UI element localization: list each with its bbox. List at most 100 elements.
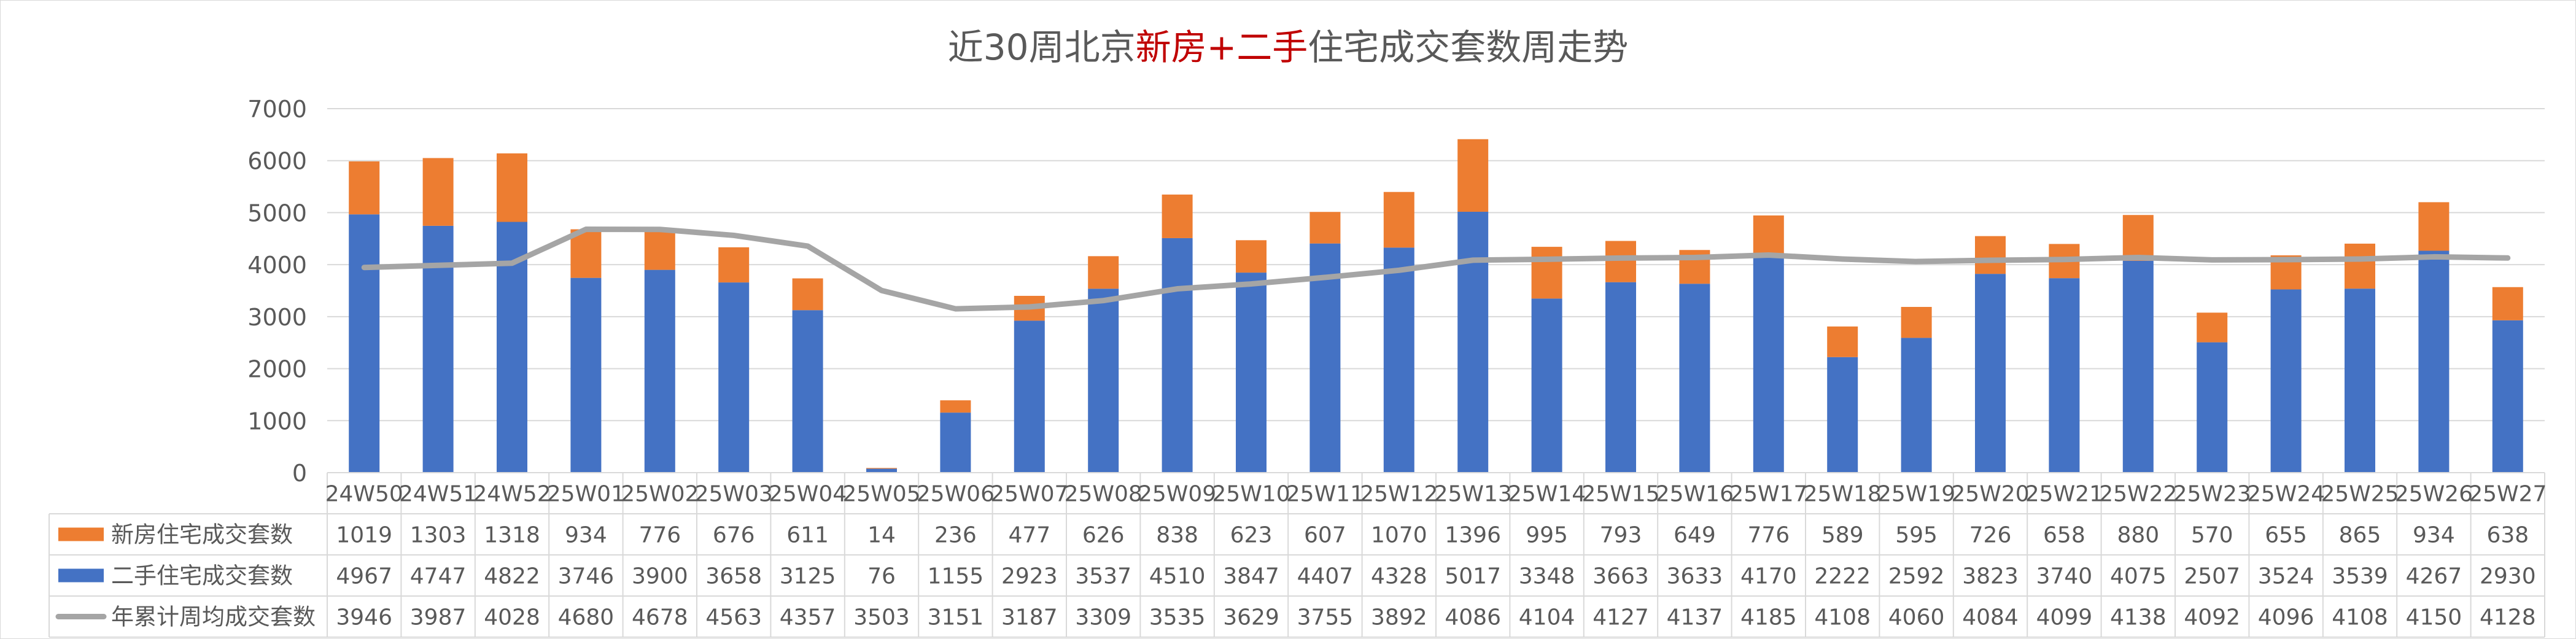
bar-new-home xyxy=(2418,202,2450,251)
data-label: 5017 xyxy=(1445,564,1501,589)
x-tick-label: 25W17 xyxy=(1729,482,1807,507)
data-table: 24W5024W5124W5225W0125W0225W0325W0425W05… xyxy=(48,472,2547,638)
data-label: 3187 xyxy=(1001,605,1058,630)
data-label: 3823 xyxy=(1962,564,2019,589)
bar-new-home xyxy=(1162,194,1193,238)
bar-new-home xyxy=(1309,212,1341,244)
bar-new-home xyxy=(2197,312,2228,343)
x-tick-label: 25W05 xyxy=(842,482,920,507)
data-label: 4563 xyxy=(705,605,762,630)
x-tick-label: 25W09 xyxy=(1138,482,1216,507)
y-axis: 0 1000 2000 3000 4000 5000 6000 7000 xyxy=(247,96,307,487)
legend-swatch xyxy=(58,568,104,583)
legend-label: 二手住宅成交套数 xyxy=(111,563,293,589)
data-label: 4084 xyxy=(1962,605,2019,630)
bar-new-home xyxy=(1383,192,1414,248)
data-label: 4104 xyxy=(1519,605,1575,630)
data-label: 236 xyxy=(934,523,977,548)
data-label: 3663 xyxy=(1593,564,1649,589)
data-label: 655 xyxy=(2265,523,2307,548)
bar-second-hand xyxy=(2270,289,2302,473)
data-label: 3946 xyxy=(336,605,392,630)
bar-second-hand xyxy=(940,412,971,473)
data-label: 658 xyxy=(2043,523,2085,548)
data-label: 865 xyxy=(2339,523,2381,548)
data-label: 776 xyxy=(1747,523,1790,548)
bar-new-home xyxy=(940,400,971,413)
bar-second-hand xyxy=(1309,243,1341,473)
data-label: 793 xyxy=(1600,523,1642,548)
x-tick-label: 25W03 xyxy=(695,482,773,507)
data-label: 4108 xyxy=(2332,605,2388,630)
chart-title-part: 住宅成交套数周走势 xyxy=(1308,26,1628,68)
bar-second-hand xyxy=(1236,273,1267,473)
data-label: 3151 xyxy=(928,605,984,630)
x-tick-label: 25W15 xyxy=(1581,482,1659,507)
y-tick-label: 1000 xyxy=(247,408,307,435)
chart-title: 近30周北京新房+二手住宅成交套数周走势 xyxy=(948,26,1628,68)
data-label: 4822 xyxy=(484,564,540,589)
x-tick-label: 25W24 xyxy=(2247,482,2325,507)
data-label: 4267 xyxy=(2406,564,2462,589)
data-label: 607 xyxy=(1304,523,1346,548)
data-label: 4075 xyxy=(2110,564,2167,589)
data-label: 726 xyxy=(1969,523,2012,548)
bar-new-home xyxy=(1605,241,1636,282)
data-label: 838 xyxy=(1156,523,1198,548)
bar-second-hand xyxy=(1753,255,1784,473)
bar-second-hand xyxy=(792,310,823,473)
data-label: 4678 xyxy=(632,605,688,630)
data-label: 2222 xyxy=(1814,564,1871,589)
data-label: 3539 xyxy=(2332,564,2388,589)
x-tick-label: 25W13 xyxy=(1434,482,1512,507)
bar-second-hand xyxy=(1975,274,2006,473)
x-tick-label: 25W26 xyxy=(2395,482,2473,507)
data-label: 3892 xyxy=(1371,605,1427,630)
bar-new-home xyxy=(2345,243,2375,289)
data-label: 4108 xyxy=(1814,605,1871,630)
data-label: 4510 xyxy=(1149,564,1206,589)
data-label: 3633 xyxy=(1667,564,1723,589)
data-label: 3524 xyxy=(2258,564,2314,589)
bar-new-home xyxy=(1753,215,1784,256)
data-label: 4092 xyxy=(2184,605,2240,630)
data-label: 4137 xyxy=(1667,605,1723,630)
data-label: 3535 xyxy=(1149,605,1206,630)
data-label: 4185 xyxy=(1740,605,1797,630)
data-label: 3309 xyxy=(1075,605,1131,630)
legend-label: 年累计周均成交套数 xyxy=(111,604,316,630)
x-tick-label: 25W01 xyxy=(547,482,625,507)
x-tick-label: 25W08 xyxy=(1065,482,1143,507)
bar-second-hand xyxy=(1162,238,1193,473)
data-label: 3658 xyxy=(705,564,762,589)
data-label: 776 xyxy=(638,523,681,548)
bar-new-home xyxy=(497,153,527,222)
data-label: 3503 xyxy=(853,605,910,630)
chart-title-part: 新房 xyxy=(1136,26,1207,68)
data-label: 1019 xyxy=(336,523,392,548)
bar-second-hand xyxy=(644,269,675,473)
data-label: 589 xyxy=(1821,523,1864,548)
x-tick-label: 25W04 xyxy=(769,482,847,507)
bar-second-hand xyxy=(1901,338,1932,473)
bar-second-hand xyxy=(1014,320,1045,473)
bar-second-hand xyxy=(1088,289,1119,473)
data-label: 4407 xyxy=(1297,564,1354,589)
x-tick-label: 25W20 xyxy=(1951,482,2029,507)
data-label: 4138 xyxy=(2110,605,2167,630)
chart-title-part: + xyxy=(1207,26,1237,68)
data-label: 649 xyxy=(1674,523,1716,548)
x-tick-label: 25W02 xyxy=(621,482,699,507)
bar-second-hand xyxy=(2197,342,2228,473)
data-label: 4357 xyxy=(780,605,836,630)
y-tick-label: 6000 xyxy=(247,148,307,175)
legend-swatch xyxy=(58,527,104,541)
data-label: 2930 xyxy=(2480,564,2536,589)
x-tick-label: 25W23 xyxy=(2173,482,2251,507)
data-label: 2592 xyxy=(1888,564,1945,589)
bar-second-hand xyxy=(349,214,380,473)
x-tick-label: 25W22 xyxy=(2099,482,2177,507)
x-tick-label: 25W07 xyxy=(990,482,1068,507)
data-label: 3125 xyxy=(780,564,836,589)
bar-new-home xyxy=(2492,287,2523,320)
